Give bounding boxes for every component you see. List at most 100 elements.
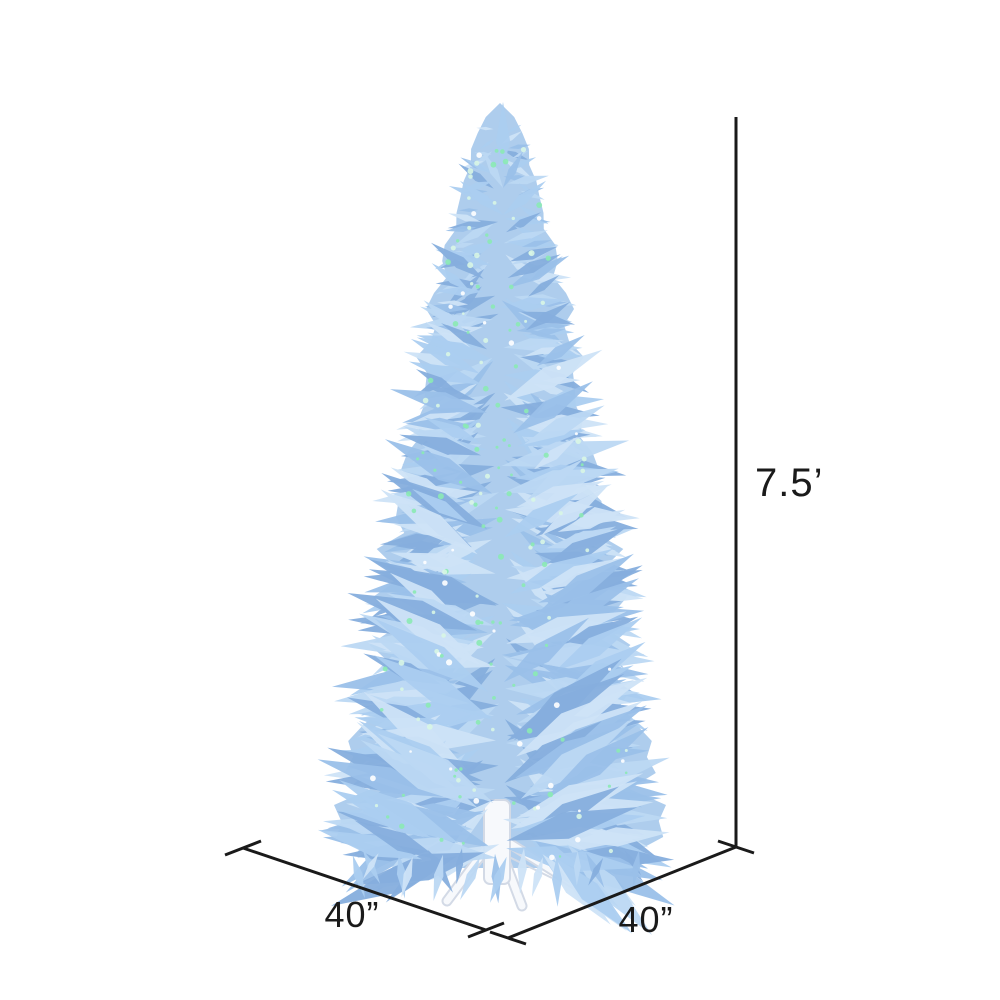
tree-light [545,255,551,261]
stand-truss-bar [504,854,553,879]
tree-light [508,328,512,332]
tree-light [448,304,453,309]
tree-light [513,364,519,369]
tree-light [547,615,551,620]
tree-light [474,446,480,452]
tree-light [490,304,496,309]
depth-dimension-line [242,846,487,932]
tree-branch [552,856,562,907]
dimension-annotations: 7.5’ 40” 40” [224,117,823,946]
tree-branch [507,175,549,185]
tree-light [479,360,484,365]
tree-light [556,365,561,370]
tree-branch [362,853,379,880]
tree-light [483,338,489,343]
tree-light [579,513,584,518]
tree-light [473,798,480,804]
tree-branch [331,856,457,906]
tree-branch [533,436,578,470]
tree-light [536,805,540,810]
tree-branch [502,149,530,161]
tree-branch [554,616,639,650]
tree-light [467,262,474,269]
tree-light [474,252,480,259]
tree-light [549,854,555,861]
tree-light [409,750,412,753]
tree-branch [521,240,552,247]
tree-light [422,397,429,404]
tree-light [543,452,549,458]
tree-branch [363,691,467,770]
tree-branch [339,780,459,844]
tree-light [494,149,499,153]
tree-light [509,284,514,290]
tree-light [473,502,478,507]
tree-branch [506,124,522,134]
tree-light [450,245,456,251]
tree-branch [503,158,534,180]
tree-branch [374,655,493,720]
tree-branch [482,151,503,188]
tree-light [483,385,489,392]
tree-branch [448,213,481,222]
tree-light [479,491,483,496]
tree-branch [516,480,605,508]
tree-light [437,493,444,500]
tree-light [490,161,497,168]
tree-light [475,619,481,625]
tree-light [528,251,533,255]
tree-light [497,466,501,470]
tree-light [575,837,581,843]
tree-branch [437,300,469,307]
tree-light [492,629,496,633]
tree-branch [573,850,581,886]
tree-branch [508,144,531,149]
tree-light [532,671,538,677]
tree-light [411,508,417,514]
tree-light [452,321,459,327]
tree-branch [408,361,483,385]
tree-light [431,610,436,615]
tree-light [512,683,516,687]
tree-branch [490,856,507,903]
tree-light [548,782,554,789]
tree-branch [507,673,625,741]
tree-light [481,524,486,529]
tree-light [433,468,437,472]
tree-light [469,500,474,505]
tree-light [495,402,501,408]
tree-light [401,793,405,797]
tree-light [475,284,480,289]
tree-light [521,583,526,588]
tree-branch [424,303,469,313]
tree-branch [433,854,444,901]
tree-light [439,837,444,842]
tree-light [624,749,628,752]
tree-branch [504,349,603,401]
tree-light [536,216,542,221]
tree-branch [347,593,478,631]
tree-light [607,784,612,788]
tree-light [575,438,581,444]
tree-light [399,823,405,829]
tree-light [476,639,483,646]
tree-light [507,444,511,448]
tree-branch [528,275,560,297]
tree-branch [458,208,478,212]
tree-branch [425,386,476,401]
depth-label: 40” [324,894,379,935]
tree-light [608,667,612,671]
depth-dimension-right-tick [467,921,505,939]
tree-light [526,728,533,734]
tree-light [466,330,470,334]
tree-light [530,542,535,547]
tree-light [544,643,549,648]
tree-branch [506,807,638,841]
tree-light [578,809,581,813]
tree-branch [512,150,529,158]
tree-branch [431,263,471,293]
tree-branch [530,256,563,281]
tree-light [400,687,404,691]
tree-light [468,174,473,179]
tree-branch [377,733,494,803]
